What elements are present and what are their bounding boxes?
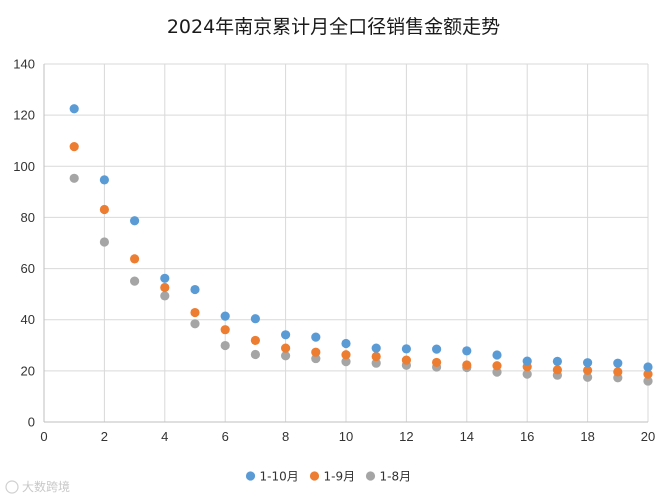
data-point-series-3	[250, 349, 260, 360]
data-point-series-1	[613, 358, 623, 368]
data-point-series-2	[311, 347, 321, 357]
x-tick-label: 8	[282, 429, 289, 444]
data-point-series-3	[220, 340, 230, 351]
data-point-series-2	[130, 254, 140, 264]
y-tick-label: 0	[28, 415, 35, 430]
data-point-series-3	[643, 376, 653, 386]
data-point-series-2	[250, 335, 260, 346]
data-point-series-1	[522, 356, 532, 366]
data-point-series-1	[190, 284, 200, 295]
data-point-series-2	[190, 307, 200, 318]
data-point-series-3	[341, 357, 351, 367]
watermark-text: 大数跨境	[22, 479, 70, 494]
data-point-series-1	[432, 344, 442, 354]
data-point-series-1	[220, 311, 230, 321]
data-point-series-1	[371, 343, 381, 353]
legend-marker	[365, 471, 376, 481]
data-point-series-3	[99, 237, 109, 247]
data-point-series-1	[341, 338, 351, 349]
data-point-series-2	[432, 357, 442, 368]
data-points	[69, 104, 653, 386]
data-point-series-1	[99, 175, 109, 185]
data-point-series-2	[552, 365, 563, 375]
watermark: 大数跨境	[5, 479, 70, 494]
legend-marker	[245, 471, 256, 481]
x-tick-label: 4	[161, 429, 168, 444]
x-tick-label: 0	[40, 429, 47, 444]
data-point-series-3	[130, 276, 140, 286]
data-point-series-2	[643, 369, 653, 379]
data-point-series-2	[69, 141, 79, 152]
data-point-series-2	[220, 325, 230, 335]
y-tick-label: 140	[13, 57, 35, 72]
x-tick-label: 20	[641, 429, 655, 444]
data-point-series-3	[492, 367, 502, 377]
data-point-series-3	[522, 369, 532, 379]
legend-label: 1-10月	[260, 470, 299, 484]
x-tick-label: 12	[399, 429, 413, 444]
data-point-series-1	[69, 104, 79, 114]
data-point-series-1	[130, 216, 140, 226]
data-point-series-2	[492, 361, 502, 371]
data-point-series-2	[371, 351, 381, 362]
axes: 0 20 40 60 80 100 120 140 0 2 4 6 8 10 12 14 16 18 20	[13, 57, 655, 445]
data-point-series-2	[281, 343, 291, 353]
legend-label: 1-9月	[324, 470, 356, 484]
legend-marker	[309, 471, 320, 481]
data-point-series-1	[583, 358, 593, 368]
data-point-series-1	[462, 346, 472, 356]
data-point-series-1	[160, 273, 170, 283]
data-point-series-2	[99, 204, 109, 215]
x-tick-label: 14	[460, 429, 474, 444]
y-tick-label: 20	[21, 363, 35, 378]
x-tick-label: 6	[222, 429, 229, 444]
x-tick-label: 10	[339, 429, 353, 444]
x-tick-label: 16	[520, 429, 534, 444]
x-tick-label: 18	[580, 429, 594, 444]
data-point-series-1	[643, 362, 653, 372]
y-tick-label: 60	[21, 261, 35, 276]
y-tick-label: 80	[21, 210, 35, 225]
data-point-series-2	[341, 350, 351, 360]
data-point-series-1	[401, 344, 411, 354]
legend-label: 1-8月	[380, 470, 412, 484]
data-point-series-3	[311, 353, 321, 364]
data-point-series-2	[160, 282, 170, 293]
data-point-series-1	[250, 314, 260, 324]
x-tick-label: 2	[101, 429, 108, 444]
data-point-series-3	[583, 372, 593, 382]
data-point-series-3	[69, 173, 79, 183]
legend: 1-10月 1-9月 1-8月	[245, 470, 412, 484]
chart-title: 2024年南京累计月全口径销售金额走势	[167, 16, 500, 38]
data-point-series-3	[281, 351, 291, 361]
data-point-series-1	[281, 330, 291, 340]
data-point-series-2	[401, 355, 411, 365]
data-point-series-1	[311, 332, 321, 342]
data-point-series-3	[160, 291, 170, 301]
data-point-series-1	[552, 356, 563, 366]
data-point-series-3	[371, 358, 381, 368]
watermark-logo-icon	[5, 480, 19, 494]
data-point-series-2	[462, 360, 472, 370]
y-tick-label: 100	[13, 159, 35, 174]
y-tick-label: 40	[21, 312, 35, 327]
data-point-series-2	[583, 365, 593, 375]
y-tick-label: 120	[13, 108, 35, 123]
data-point-series-3	[190, 319, 200, 329]
data-point-series-2	[613, 367, 623, 377]
data-point-series-1	[492, 350, 502, 360]
